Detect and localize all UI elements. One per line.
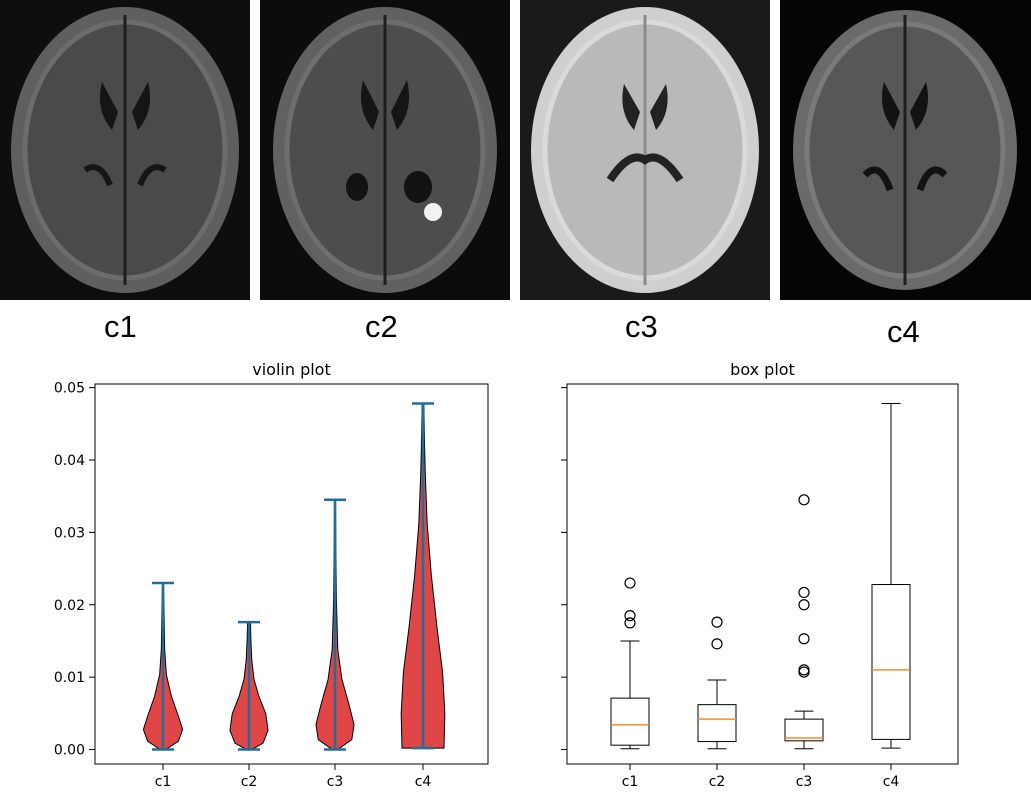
mri-scan-c3 — [520, 0, 770, 300]
caption-c3: c3 — [625, 309, 658, 344]
x-tick-label: c2 — [241, 774, 258, 790]
y-tick-label: 0.01 — [54, 670, 85, 686]
caption-c4: c4 — [887, 314, 920, 349]
box-outlier — [624, 610, 636, 622]
x-tick-label: c2 — [709, 774, 726, 790]
y-tick-label: 0.04 — [54, 453, 85, 469]
box-outlier — [624, 617, 636, 629]
box-outlier — [798, 633, 810, 645]
box-outlier — [798, 666, 810, 678]
x-tick-label: c1 — [622, 774, 639, 790]
box-iqr — [610, 697, 650, 746]
x-tick-label: c4 — [415, 774, 432, 790]
axes-frame — [94, 383, 489, 765]
axes-frame — [566, 383, 959, 765]
box-outlier — [798, 664, 810, 676]
box-outlier — [798, 586, 810, 599]
box-outlier — [624, 577, 636, 589]
y-tick-label: 0.00 — [54, 743, 85, 759]
mri-scan-c1 — [0, 0, 250, 300]
box-outlier — [711, 616, 723, 628]
violin-plot: violin plot 0.00 0.01 0.02 0.03 0.04 0.05 c1 c2 c… — [54, 360, 489, 790]
mri-scan-c2 — [260, 0, 510, 300]
x-tick-label: c4 — [883, 774, 900, 790]
y-tick-label: 0.02 — [54, 598, 85, 614]
caption-c1: c1 — [104, 309, 137, 344]
caption-c2: c2 — [365, 309, 398, 344]
charts-figure: violin plot 0.00 0.01 0.02 0.03 0.04 0.05 c1 c2 c… — [54, 360, 959, 790]
y-tick-label: 0.05 — [54, 381, 85, 397]
box-iqr — [784, 718, 824, 742]
mri-scan-c4 — [780, 0, 1031, 300]
box-plot: box plot c1 c2 c3 c4 — [561, 360, 959, 790]
box-outlier — [798, 494, 810, 506]
x-tick-label: c3 — [327, 774, 344, 790]
x-tick-label: c1 — [155, 774, 172, 790]
box-iqr — [871, 583, 911, 740]
box-iqr — [697, 704, 737, 743]
y-tick-label: 0.03 — [54, 525, 85, 541]
box-outlier — [798, 599, 810, 611]
chart-title: box plot — [730, 360, 795, 379]
x-tick-label: c3 — [796, 774, 813, 790]
chart-title: violin plot — [252, 360, 330, 379]
box-outlier — [711, 638, 723, 650]
